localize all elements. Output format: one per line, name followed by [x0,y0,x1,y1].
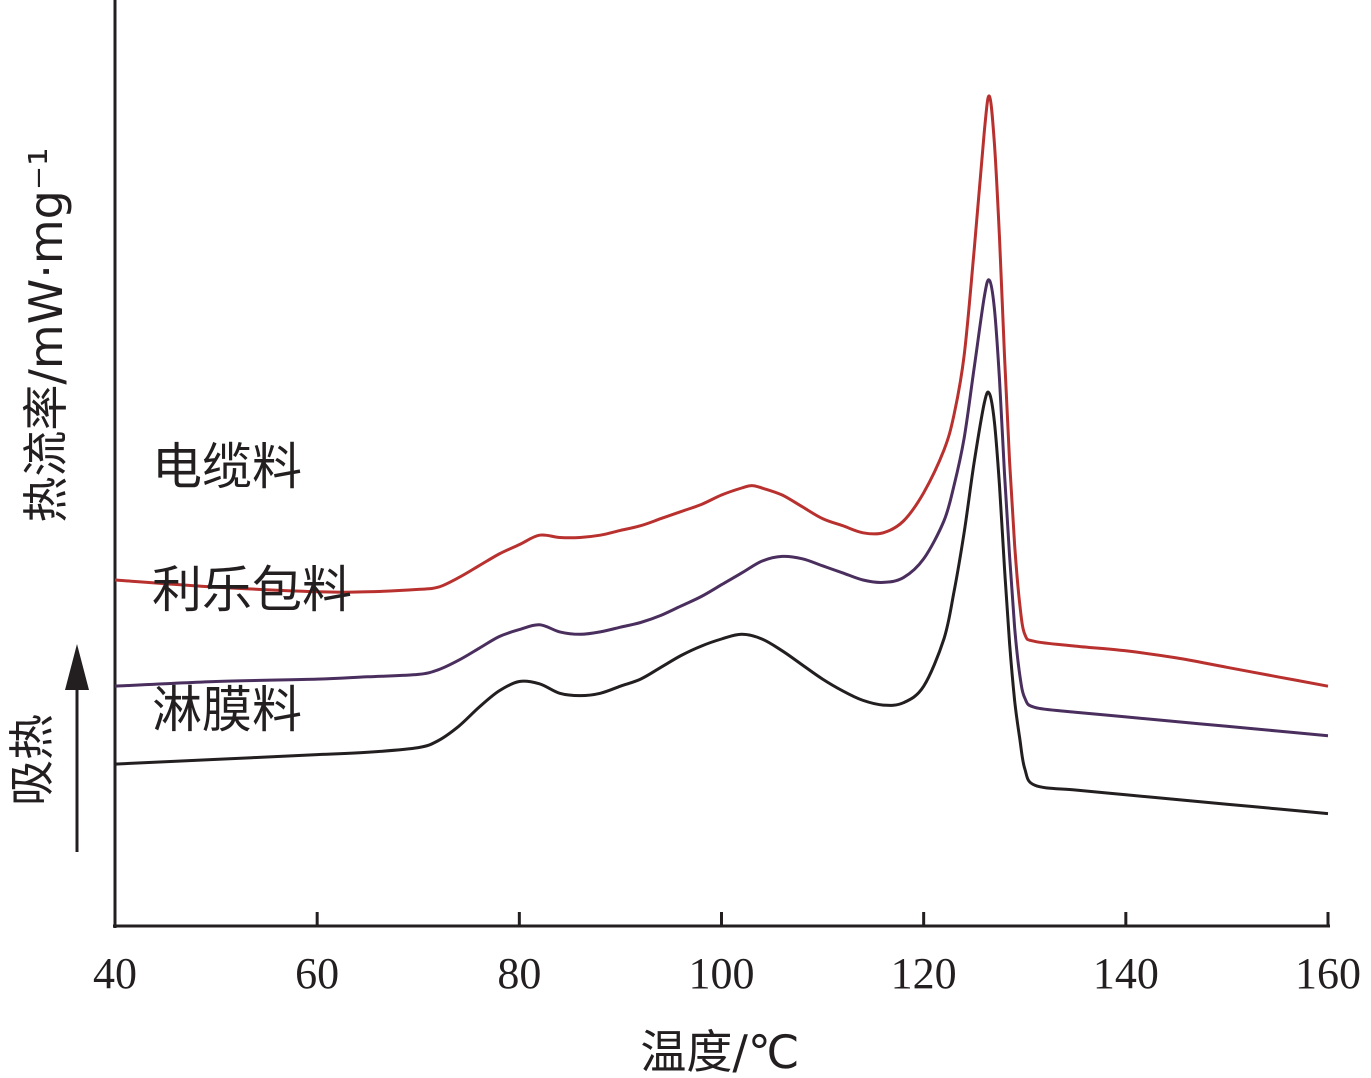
x-tick-label: 160 [1295,949,1361,998]
x-tick-label: 140 [1093,949,1159,998]
series-labels: 电缆料 利乐包料 淋膜料 [152,438,352,739]
x-tick-label: 80 [497,949,541,998]
endotherm-indicator: 吸热 [5,644,89,852]
series-label-coating: 淋膜料 [152,681,302,739]
x-tick-label: 60 [295,949,339,998]
x-tick-label: 120 [891,949,957,998]
x-axis-title: 温度/℃ [640,1025,799,1078]
endotherm-label: 吸热 [5,714,59,806]
arrowhead-icon [65,644,89,690]
y-axis-title: 热流率/mW·mg⁻¹ [19,147,73,522]
x-ticks [315,912,1330,926]
series-lines [114,94,1329,816]
series-label-cable: 电缆料 [152,438,302,496]
series-label-tetrapak: 利乐包料 [152,561,352,619]
x-tick-labels: 40 60 80 100 120 140 160 [93,949,1361,998]
series-line-1 [114,278,1329,738]
x-tick-label: 40 [93,949,137,998]
series-line-0 [114,94,1329,688]
series-line-2 [114,390,1329,816]
x-tick-label: 100 [689,949,755,998]
